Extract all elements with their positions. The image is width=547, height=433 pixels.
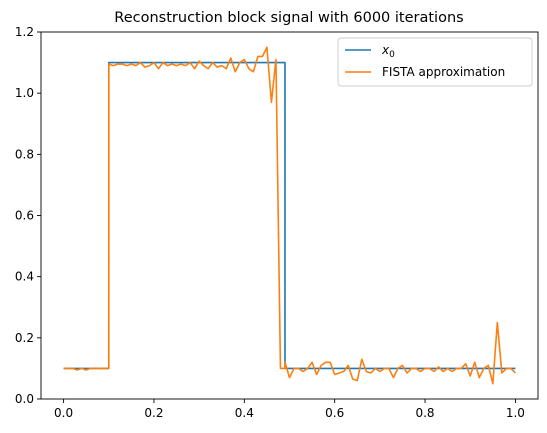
x-axis: 0.0 0.2 0.4 0.6 0.8 1.0 [54,399,525,420]
legend-label-x0: x0 [381,43,395,60]
series-layer [63,46,516,385]
y-axis: 0.0 0.2 0.4 0.6 0.8 1.0 1.2 [15,25,41,406]
series-line-fista [63,46,516,385]
series-line-x0 [63,61,516,370]
chart-title: Reconstruction block signal with 6000 it… [114,10,463,26]
y-tick-label: 0.6 [15,209,34,223]
y-tick-label: 1.2 [15,25,34,39]
y-tick-label: 0.4 [15,270,34,284]
y-tick-label: 0.8 [15,147,34,161]
legend-label-fista: FISTA approximation [382,65,505,79]
y-tick-label: 0.2 [15,331,34,345]
x-tick-label: 0.4 [235,406,254,420]
legend-label-x0-subscript: 0 [389,50,395,60]
y-tick-label: 0.0 [15,392,34,406]
x-tick-label: 0.8 [415,406,434,420]
x-tick-label: 0.6 [325,406,344,420]
legend: x0 FISTA approximation [337,37,533,87]
x-tick-label: 0.0 [54,406,73,420]
x-tick-label: 0.2 [144,406,163,420]
legend-box [337,37,533,87]
y-tick-label: 1.0 [15,86,34,100]
plot-area [40,31,539,400]
x-tick-label: 1.0 [506,406,525,420]
legend-label-x0-main: x [381,43,390,57]
plot-frame [40,31,539,400]
